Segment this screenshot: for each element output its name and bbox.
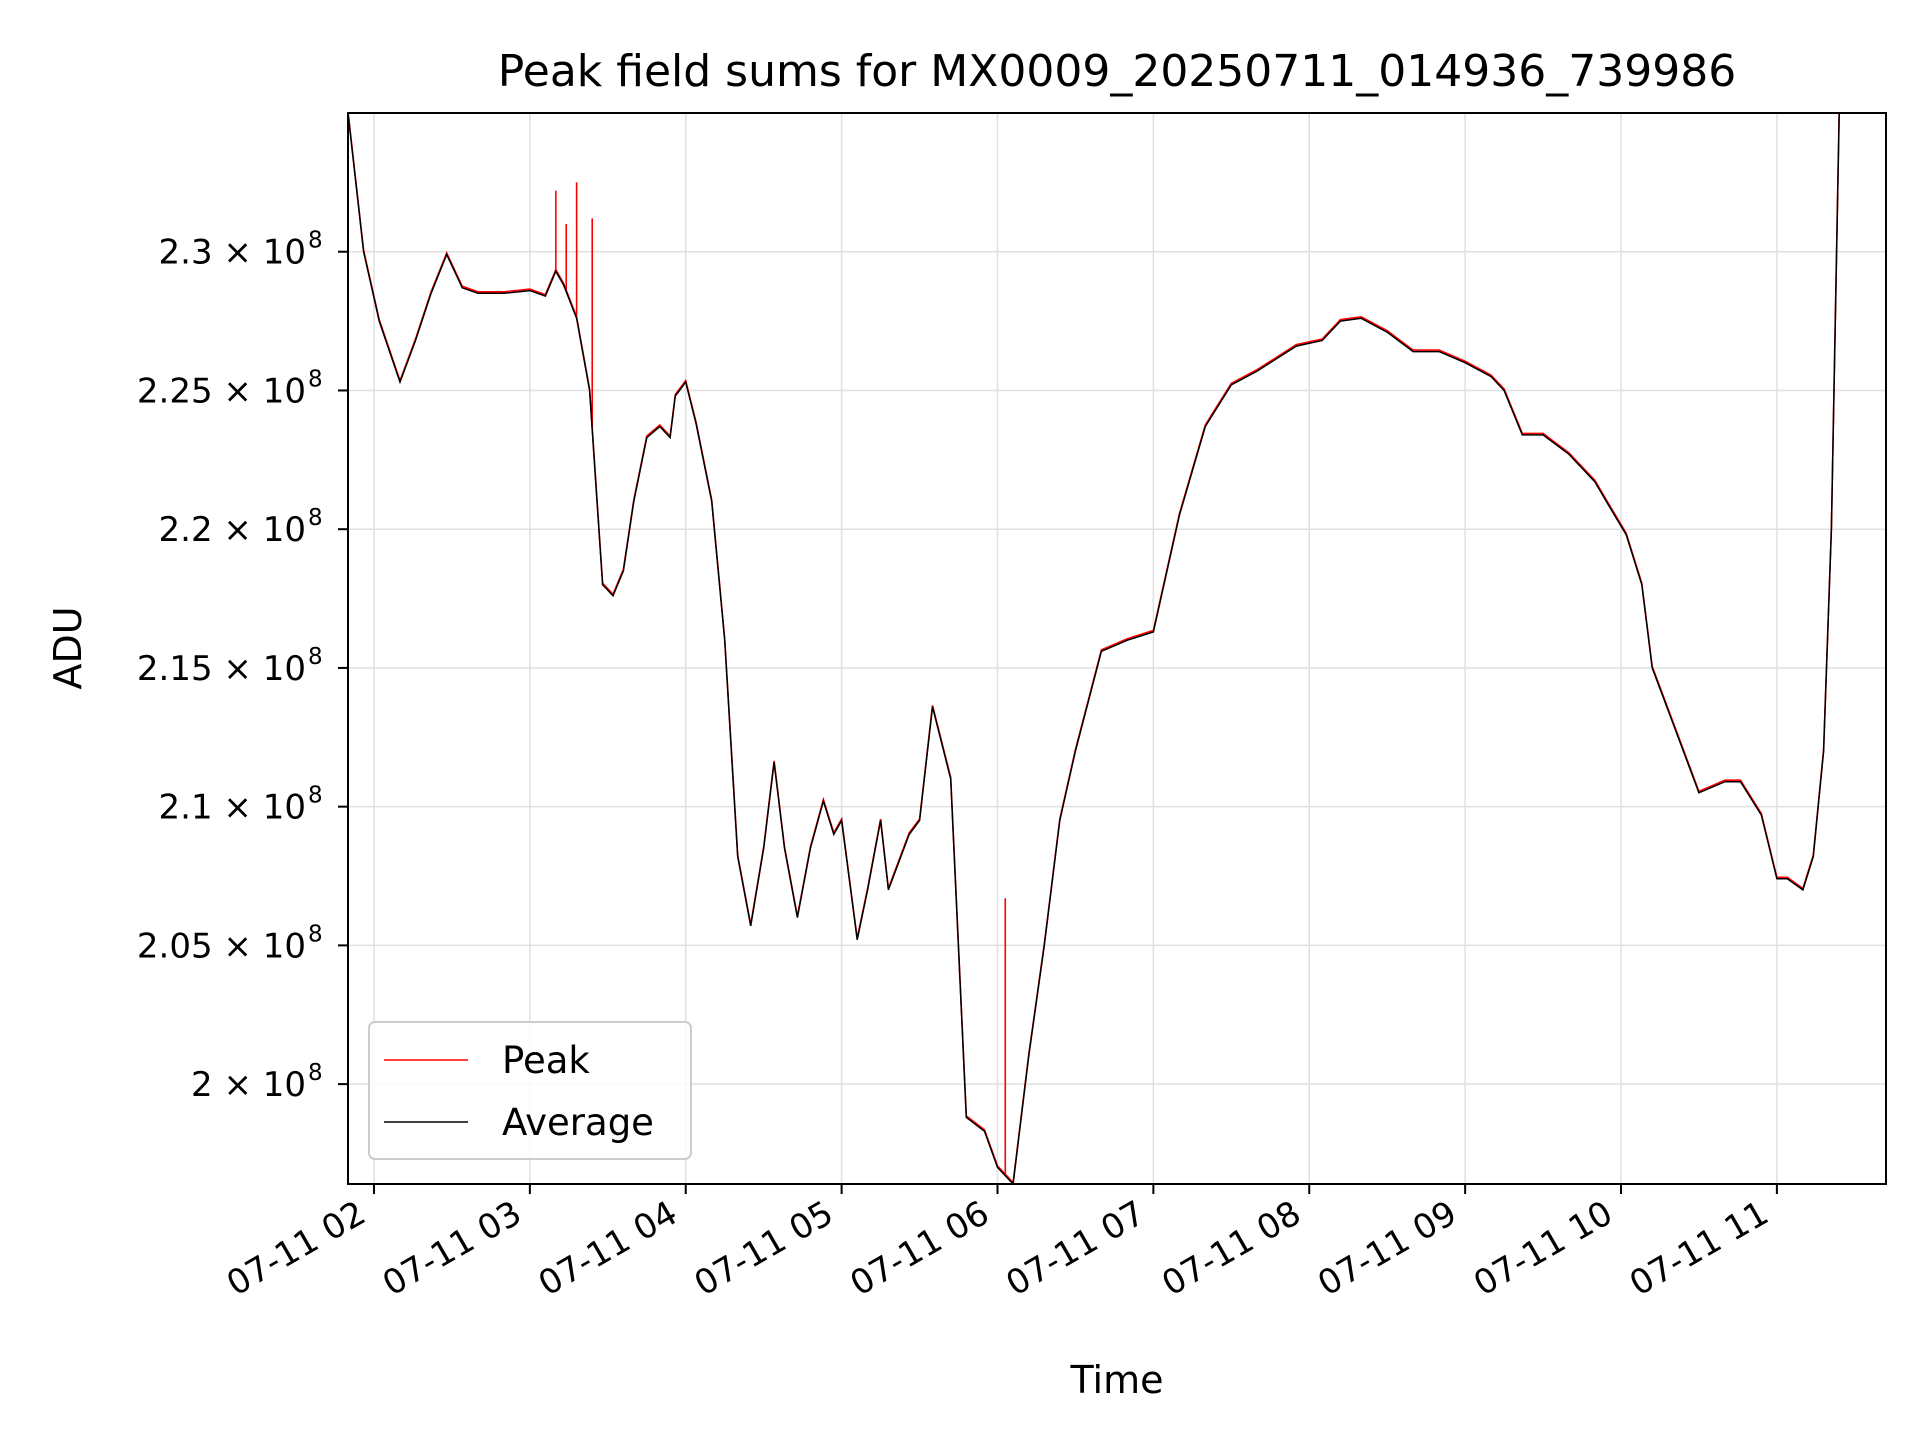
y-tick-label: 2.1 × 10 <box>159 788 306 828</box>
y-tick-exponent: 8 <box>308 644 323 670</box>
plot-frame <box>347 112 1887 1185</box>
y-tick-exponent: 8 <box>308 1060 323 1086</box>
y-tick-exponent: 8 <box>308 366 323 392</box>
y-tick-label: 2.05 × 10 <box>137 926 306 966</box>
average-series-line <box>348 113 1840 1184</box>
y-tick-label: 2.25 × 10 <box>137 371 306 411</box>
y-tick-exponent: 8 <box>308 921 323 947</box>
y-tick-exponent: 8 <box>308 228 323 254</box>
y-tick-exponent: 8 <box>308 783 323 809</box>
y-tick-label: 2 × 10 <box>191 1065 306 1105</box>
grid <box>348 113 1886 1184</box>
legend: Peak Average <box>368 1021 692 1160</box>
y-tick-label: 2.15 × 10 <box>137 649 306 689</box>
y-tick-exponent: 8 <box>308 505 323 531</box>
legend-peak-label: Peak <box>502 1039 590 1082</box>
legend-average-label: Average <box>502 1101 654 1144</box>
x-axis-label: Time <box>1070 1358 1164 1402</box>
legend-frame <box>368 1021 692 1160</box>
y-tick-label: 2.3 × 10 <box>159 233 306 273</box>
chart-title: Peak field sums for MX0009_20250711_0149… <box>498 46 1736 97</box>
series-area <box>348 113 1840 1184</box>
y-tick-label: 2.2 × 10 <box>159 510 306 550</box>
y-axis-label: ADU <box>46 606 90 689</box>
